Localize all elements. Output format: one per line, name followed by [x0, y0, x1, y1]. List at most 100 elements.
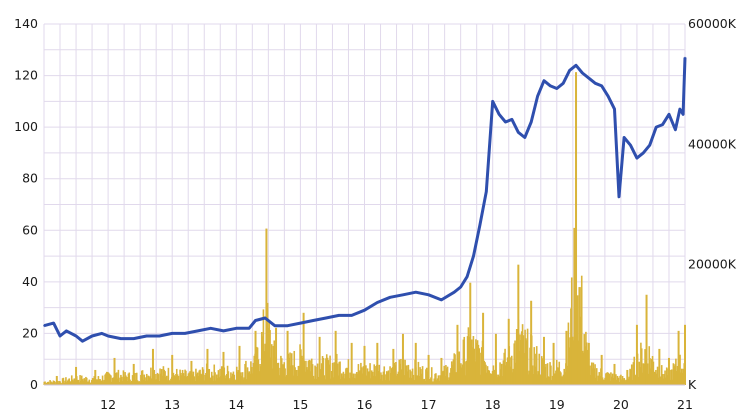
volume-bar-fill — [583, 334, 586, 385]
volume-bar — [94, 369, 97, 385]
volume-bar-fill — [280, 358, 283, 385]
volume-bar-fill — [475, 339, 477, 385]
volume-bar-fill — [652, 361, 655, 385]
volume-bar-fill — [474, 361, 476, 385]
volume-bar-fill — [644, 349, 646, 385]
volume-bar-fill — [158, 381, 161, 385]
volume-bar-fill — [203, 380, 206, 385]
price-point — [59, 335, 61, 337]
volume-bar — [222, 351, 225, 385]
volume-bar-fill — [277, 362, 280, 385]
volume-bar-fill — [99, 379, 101, 385]
volume-bar-fill — [263, 351, 266, 385]
volume-bar-fill — [619, 375, 621, 385]
volume-bar-fill — [161, 375, 164, 385]
volume-bar-fill — [450, 368, 452, 385]
volume-bar-fill — [224, 378, 226, 385]
volume-bar-fill — [189, 371, 191, 385]
volume-bar-fill — [54, 383, 56, 385]
volume-bar-fill — [331, 362, 334, 385]
volume-bar-fill — [175, 374, 177, 385]
volume-bar-fill — [569, 337, 571, 385]
volume-bar-fill — [260, 332, 263, 385]
right-axis: K 20000K 40000K 60000K — [688, 16, 737, 392]
volume-bar-fill — [177, 375, 180, 385]
volume-bar-fill — [301, 358, 304, 385]
x-tick-label: 16 — [357, 397, 373, 412]
volume-bar-fill — [208, 368, 211, 385]
volume-bar-fill — [451, 364, 454, 385]
volume-bar — [265, 228, 268, 385]
volume-bar-fill — [445, 365, 447, 385]
volume-bar-fill — [292, 375, 295, 385]
volume-bar-fill — [409, 369, 411, 385]
volume-bar-fill — [164, 371, 166, 385]
volume-bar-fill — [515, 362, 517, 385]
volume-bar-fill — [566, 365, 569, 385]
volume-bar-fill — [83, 378, 86, 385]
volume-bar-fill — [144, 380, 146, 385]
volume-bar-fill — [425, 367, 428, 385]
volume-bar-fill — [257, 359, 260, 385]
volume-bar-fill — [385, 371, 388, 385]
volume-bar-fill — [567, 322, 570, 385]
price-point — [414, 291, 417, 293]
volume-bar-fill — [352, 373, 355, 385]
volume-bar-fill — [378, 364, 381, 385]
volume-bar-fill — [464, 375, 466, 385]
volume-bar-fill — [295, 370, 297, 385]
price-point — [312, 319, 315, 322]
volume-bar-fill — [377, 370, 380, 385]
volume-bar-fill — [312, 375, 315, 385]
volume-bar-fill — [145, 373, 148, 385]
volume-bar-fill — [145, 377, 147, 385]
volume-bar-fill — [135, 372, 138, 385]
volume-bar-fill — [384, 374, 386, 385]
x-tick-label: 17 — [421, 397, 437, 412]
price-point — [623, 136, 625, 139]
volume-bar-fill — [160, 369, 163, 385]
y-left-tick-label: 80 — [22, 171, 38, 186]
volume-bar-fill — [346, 368, 349, 385]
volume-bar-fill — [97, 376, 100, 385]
volume-bar — [171, 354, 174, 385]
volume-bar-fill — [149, 376, 151, 385]
volume-bar-fill — [140, 374, 142, 385]
volume-bar — [482, 312, 485, 385]
volume-bar-fill — [630, 364, 633, 385]
price-point — [107, 335, 109, 337]
volume-bar-fill — [546, 363, 549, 385]
volume-bar-fill — [423, 378, 426, 385]
volume-bar-fill — [115, 372, 118, 385]
volume-bar-fill — [646, 363, 649, 385]
volume-bar-fill — [405, 365, 408, 385]
volume-bar-fill — [162, 366, 165, 385]
volume-bar-fill — [52, 380, 55, 385]
volume-bar-fill — [385, 380, 387, 385]
volume-bar-fill — [605, 372, 608, 385]
volume-bar-fill — [143, 374, 146, 385]
volume-bar-fill — [359, 370, 361, 385]
volume-bar-fill — [634, 374, 636, 385]
volume-bar-fill — [404, 359, 406, 385]
volume-bar-fill — [159, 368, 161, 385]
volume-bar-fill — [202, 369, 205, 385]
x-tick-label: 18 — [485, 397, 501, 412]
volume-bar-fill — [519, 334, 521, 385]
volume-bar-fill — [670, 369, 673, 385]
volume-bar-fill — [557, 367, 560, 385]
volume-bar-fill — [309, 371, 311, 385]
volume-bar-fill — [198, 370, 201, 385]
price-point — [197, 330, 199, 332]
volume-bar — [132, 363, 135, 385]
price-point — [264, 317, 266, 319]
volume-bar-fill — [185, 376, 188, 385]
price-point — [65, 330, 68, 332]
volume-bar-fill — [610, 372, 612, 385]
price-point — [459, 286, 462, 288]
volume-bar-fill — [436, 378, 439, 385]
volume-bar — [75, 366, 78, 385]
volume-bar — [494, 333, 497, 385]
volume-bar-fill — [639, 367, 641, 385]
volume-bar-fill — [579, 287, 581, 385]
